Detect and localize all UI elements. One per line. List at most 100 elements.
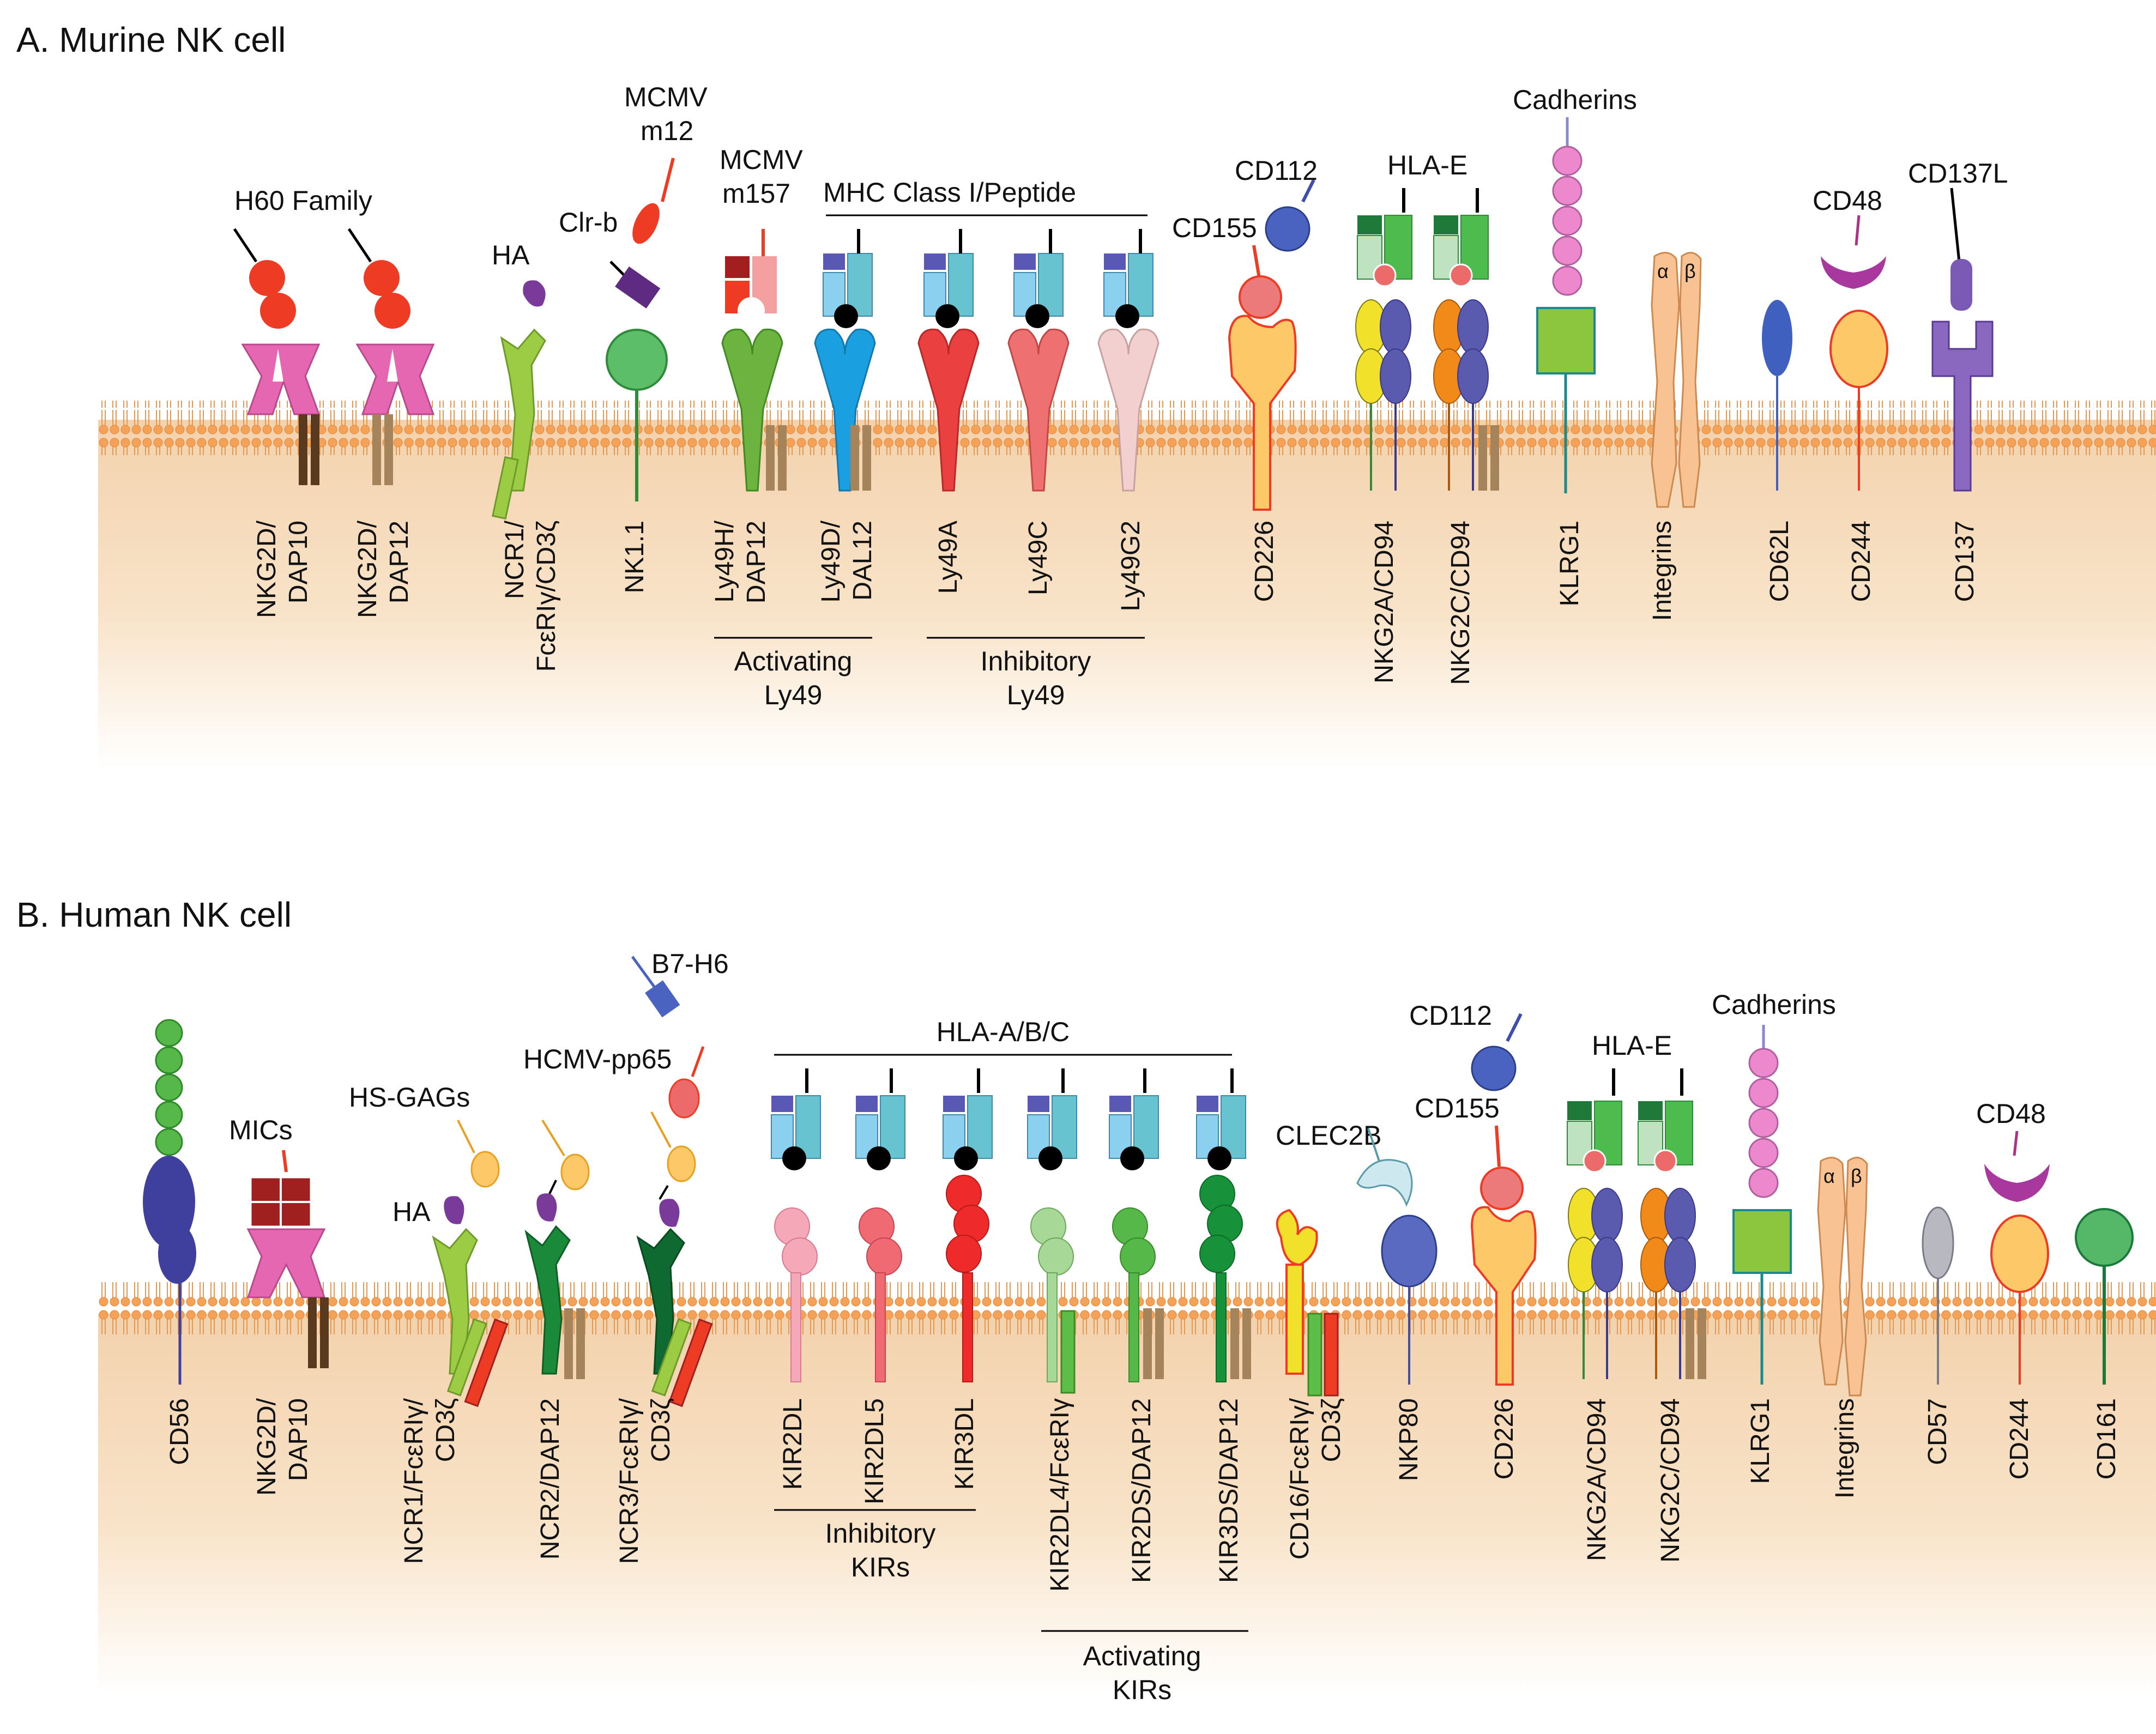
receptor-label: KLRG1 bbox=[1746, 1398, 1775, 1484]
kir-ig-domain bbox=[1038, 1237, 1074, 1276]
cd16-human bbox=[1276, 1209, 1339, 1397]
ncr1-human bbox=[432, 1120, 509, 1407]
receptor-label: NCR1/FcεRIγ/CD3ζ bbox=[500, 520, 561, 672]
cd244-murine bbox=[1821, 215, 1888, 491]
receptor-label: Ly49C bbox=[1024, 521, 1053, 595]
kir-ig-domain bbox=[1120, 1237, 1156, 1276]
integrins-human: α β bbox=[1817, 1157, 1868, 1397]
b7-h6-ligand-shape bbox=[631, 956, 680, 1018]
ly49d-murine bbox=[814, 229, 876, 492]
receptor-label: KIR2DL bbox=[778, 1398, 807, 1490]
ligand-ha-murine: HA bbox=[492, 240, 530, 270]
kir-tail bbox=[790, 1272, 801, 1382]
receptor-label: KIR2DS/DAP12 bbox=[1127, 1398, 1156, 1583]
mcmv-m12 bbox=[632, 158, 675, 244]
receptor-label: Ly49A bbox=[934, 521, 963, 594]
receptor-label: Ly49D/DAL12 bbox=[817, 520, 877, 602]
ligand-clec2b: CLEC2B bbox=[1276, 1120, 1382, 1151]
panel-b: B. Human NK cell MICs HS-GAGs HA bbox=[16, 895, 2156, 1705]
cd57-human bbox=[1922, 1206, 1954, 1385]
ligand-clr-b: Clr-b bbox=[559, 207, 618, 238]
ligand-hla-e-murine: HLA-E bbox=[1387, 150, 1467, 180]
ligand-b7-h6: B7-H6 bbox=[651, 948, 729, 979]
nkg2c-cd94-human bbox=[1638, 1068, 1706, 1379]
receptor-label: CD56 bbox=[165, 1398, 194, 1465]
cd161-human bbox=[2075, 1208, 2134, 1385]
receptor-label: KIR3DL bbox=[950, 1398, 979, 1490]
ligand-h60-family: H60 Family bbox=[234, 185, 372, 216]
receptor-label: NKG2A/CD94 bbox=[1370, 521, 1399, 684]
kir-ig-domain bbox=[946, 1235, 982, 1273]
klrg1-human bbox=[1732, 1025, 1792, 1385]
peptide bbox=[1120, 1146, 1144, 1170]
ligand-mcmv-m157: MCMV m157 bbox=[720, 144, 803, 209]
dap12-chain bbox=[1155, 1308, 1164, 1379]
receptor-label: NKG2A/CD94 bbox=[1583, 1398, 1611, 1561]
membrane-b bbox=[98, 1281, 2156, 1336]
receptor-label: Integrins bbox=[1648, 521, 1677, 621]
hla-alpha3-domain bbox=[1028, 1096, 1049, 1112]
receptor-label: CD62L bbox=[1765, 521, 1794, 602]
ly49g2-murine bbox=[1097, 229, 1159, 492]
ligand-cd155-human: CD155 bbox=[1415, 1093, 1500, 1123]
receptor-label: Ly49H/DAP12 bbox=[710, 520, 771, 603]
group-inhibitory-ly49: Inhibitory Ly49 bbox=[981, 646, 1091, 710]
kir-group bbox=[771, 1068, 1251, 1394]
kir-ig-domain bbox=[782, 1237, 818, 1276]
receptor-label: CD226 bbox=[1250, 521, 1279, 602]
hla-alpha3-domain bbox=[771, 1096, 793, 1112]
peptide bbox=[954, 1146, 978, 1170]
cd62l-murine bbox=[1762, 300, 1792, 491]
ligand-cadherins-murine: Cadherins bbox=[1513, 84, 1637, 115]
receptor-label: NKG2C/CD94 bbox=[1446, 521, 1475, 685]
fc-receptor-gamma bbox=[1060, 1310, 1076, 1394]
dap12-chain bbox=[1143, 1308, 1152, 1379]
receptor-labels-a: NKG2D/DAP10 NKG2D/DAP12 NCR1/FcεRIγ/CD3ζ NK… bbox=[252, 520, 1979, 685]
nkg2d-dap10-human bbox=[246, 1150, 329, 1368]
receptor-labels-b: CD56 NKG2D/DAP10 NCR1/FcεRIγ/CD3ζ NCR2/DAP1… bbox=[165, 1398, 2121, 1591]
nkp80-human bbox=[1356, 1128, 1438, 1385]
nkg2a-cd94-human bbox=[1567, 1068, 1623, 1379]
kir-tail bbox=[875, 1272, 886, 1382]
hla-alpha3-domain bbox=[856, 1096, 878, 1112]
peptide bbox=[867, 1146, 891, 1170]
ligand-cadherins-human: Cadherins bbox=[1712, 989, 1836, 1020]
nk1-1-murine bbox=[606, 261, 668, 502]
ligand-mcmv-m12: MCMV m12 bbox=[624, 82, 708, 146]
group-activating-kirs: Activating KIRs bbox=[1083, 1641, 1201, 1705]
receptor-label: CD161 bbox=[2092, 1398, 2121, 1479]
receptor-label: NKG2D/DAP10 bbox=[252, 1398, 313, 1495]
receptor-label: KLRG1 bbox=[1555, 521, 1584, 606]
ligand-cd48-murine: CD48 bbox=[1813, 185, 1882, 216]
cd56-human bbox=[143, 1019, 196, 1385]
receptor-label: KIR2DL4/FcεRIγ bbox=[1046, 1398, 1074, 1592]
ncr1-murine bbox=[492, 280, 546, 520]
receptor-label: NCR3/FcεRIγ/CD3ζ bbox=[615, 1398, 675, 1564]
ncr2-human bbox=[524, 1119, 590, 1379]
kir-tail bbox=[1216, 1272, 1227, 1382]
integrins-murine: α β bbox=[1651, 252, 1702, 508]
ncr3-human bbox=[636, 1046, 713, 1407]
integrin-alpha-human: α bbox=[1823, 1165, 1835, 1187]
panel-a: A. Murine NK cell H60 Family HA bbox=[16, 20, 2156, 769]
peptide bbox=[1038, 1146, 1062, 1170]
receptor-label: CD244 bbox=[1847, 521, 1876, 602]
integrin-beta: β bbox=[1684, 260, 1696, 282]
receptor-label: NCR2/DAP12 bbox=[536, 1398, 565, 1560]
kir-ig-domain bbox=[1199, 1235, 1235, 1273]
panel-a-title: A. Murine NK cell bbox=[16, 20, 286, 59]
ly49c-murine bbox=[1007, 229, 1070, 492]
ligand-mhc-class-i: MHC Class I/Peptide bbox=[823, 177, 1076, 208]
ly49h-dap12-murine bbox=[721, 229, 787, 492]
ligand-ha-human: HA bbox=[392, 1197, 431, 1227]
integrin-beta-human: β bbox=[1851, 1165, 1862, 1187]
receptor-label: NK1.1 bbox=[620, 521, 649, 593]
kir-tail bbox=[962, 1272, 973, 1382]
kir-tail bbox=[1047, 1272, 1058, 1382]
receptor-label: NKG2D/DAP10 bbox=[252, 520, 313, 618]
integrin-alpha: α bbox=[1657, 260, 1669, 282]
ligand-cd155-murine: CD155 bbox=[1172, 213, 1257, 243]
nkg2d-dap10-murine bbox=[233, 228, 321, 485]
